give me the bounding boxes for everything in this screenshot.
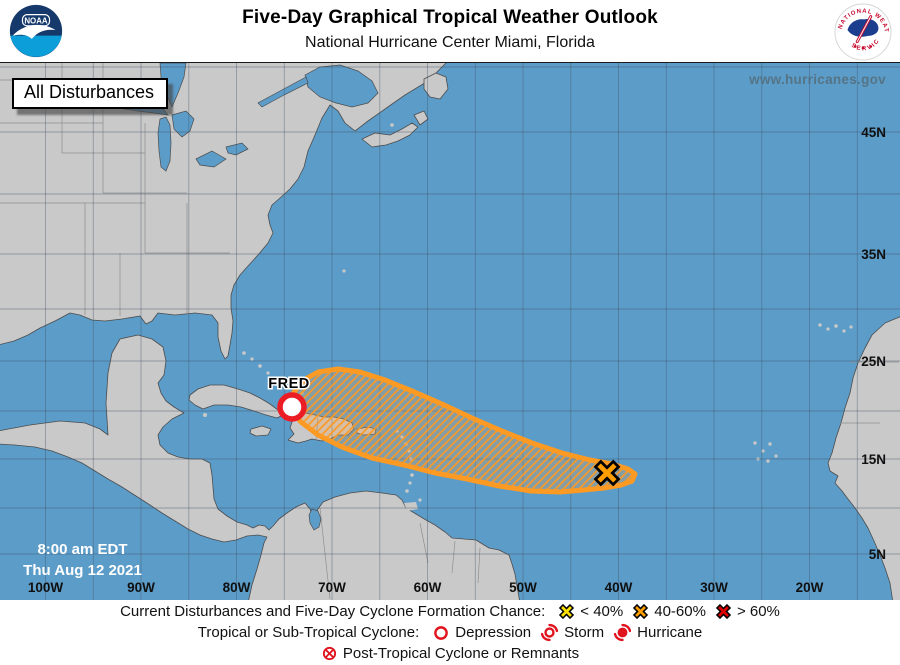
graticule <box>0 63 900 600</box>
watermark-url: www.hurricanes.gov <box>749 72 886 87</box>
formation-area-40-60 <box>285 366 638 495</box>
storm-swirl-icon <box>541 623 559 642</box>
x-mark-orange-icon <box>632 603 650 620</box>
basemap-svg: FRED 45N 35N 25N 15N 5N 100W 90W 80W 70W… <box>0 63 900 600</box>
lat-labels: 45N 35N 25N 15N 5N <box>861 125 886 562</box>
post-tropical-circle-x-icon <box>322 646 336 661</box>
legend-item-depression: Depression <box>432 624 531 642</box>
lon-label-20w: 20W <box>796 580 824 595</box>
timestamp-time: 8:00 am EDT <box>37 541 128 558</box>
africa <box>827 316 900 600</box>
x-mark-red-icon <box>714 603 732 620</box>
legend-item-lt40-label: < 40% <box>580 603 624 620</box>
depression-circle-icon <box>434 625 449 640</box>
legend-row-post-tropical: Post-Tropical Cyclone or Remnants <box>0 643 900 664</box>
legend-item-gt60: > 60% <box>714 603 780 620</box>
legend-item-storm-label: Storm <box>564 624 605 641</box>
legend-row-cyclone: Tropical or Sub-Tropical Cyclone: Depres… <box>0 622 900 643</box>
legend-formation-label: Current Disturbances and Five-Day Cyclon… <box>120 603 546 620</box>
nws-logo: NATIONAL WEATHER SERVICE <box>834 3 892 61</box>
page-title: Five-Day Graphical Tropical Weather Outl… <box>242 7 658 28</box>
lat-label-5n: 5N <box>869 547 886 562</box>
cape-breton <box>413 110 429 126</box>
page-subtitle: National Hurricane Center Miami, Florida <box>305 34 595 51</box>
noaa-logo: NOAA <box>9 4 63 58</box>
header: NOAA Five-Day Graphical Tropical Weather… <box>0 0 900 62</box>
legend-item-40-60-label: 40-60% <box>654 603 706 620</box>
jamaica <box>249 425 272 437</box>
newfoundland <box>423 72 449 100</box>
lake-ontario <box>225 142 249 156</box>
fred-storm-label: FRED <box>268 376 309 392</box>
lake-huron <box>171 110 195 138</box>
legend-item-gt60-label: > 60% <box>736 603 780 620</box>
legend-item-storm: Storm <box>540 623 604 642</box>
lon-labels: 100W 90W 80W 70W 60W 50W 40W 30W 20W <box>28 580 824 595</box>
lon-label-30w: 30W <box>700 580 728 595</box>
lon-label-60w: 60W <box>414 580 442 595</box>
legend-item-hurricane: Hurricane <box>613 623 702 642</box>
st-lawrence-river <box>257 76 309 108</box>
legend-cyclone-label: Tropical or Sub-Tropical Cyclone: <box>197 624 420 641</box>
fred-depression-marker <box>277 392 307 422</box>
lon-label-50w: 50W <box>509 580 537 595</box>
legend-item-post-tropical: Post-Tropical Cyclone or Remnants <box>321 645 579 662</box>
legend-item-40-60: 40-60% <box>632 603 706 620</box>
lon-label-70w: 70W <box>318 580 346 595</box>
lat-label-25n: 25N <box>861 354 886 369</box>
mode-label-box: All Disturbances <box>12 78 169 109</box>
gulf-st-lawrence <box>304 64 379 108</box>
timestamp-date: Thu Aug 12 2021 <box>23 562 142 579</box>
lat-label-45n: 45N <box>861 125 886 140</box>
legend-row-formation: Current Disturbances and Five-Day Cyclon… <box>0 601 900 622</box>
cuba <box>188 384 284 419</box>
lake-maracaibo <box>308 508 322 531</box>
noaa-logo-text: NOAA <box>24 16 48 25</box>
legend: Current Disturbances and Five-Day Cyclon… <box>0 600 900 665</box>
lon-label-40w: 40W <box>605 580 633 595</box>
lon-label-90w: 90W <box>127 580 155 595</box>
lake-michigan <box>157 116 172 172</box>
legend-item-lt40: < 40% <box>558 603 623 620</box>
nova-scotia <box>361 122 419 148</box>
north-america <box>0 63 447 360</box>
lat-label-15n: 15N <box>861 452 886 467</box>
timestamp: 8:00 am EDT Thu Aug 12 2021 <box>0 539 165 581</box>
legend-item-depression-label: Depression <box>455 624 532 641</box>
lake-erie <box>195 150 227 168</box>
central-south-america <box>0 334 520 600</box>
lat-label-35n: 35N <box>861 247 886 262</box>
outlook-map: FRED 45N 35N 25N 15N 5N 100W 90W 80W 70W… <box>0 62 900 600</box>
legend-item-hurricane-label: Hurricane <box>637 624 703 641</box>
hurricane-swirl-icon <box>614 623 632 642</box>
legend-post-tropical-label: Post-Tropical Cyclone or Remnants <box>342 645 580 662</box>
lon-label-80w: 80W <box>223 580 251 595</box>
x-mark-yellow-icon <box>558 603 576 620</box>
lon-label-100w: 100W <box>28 580 64 595</box>
